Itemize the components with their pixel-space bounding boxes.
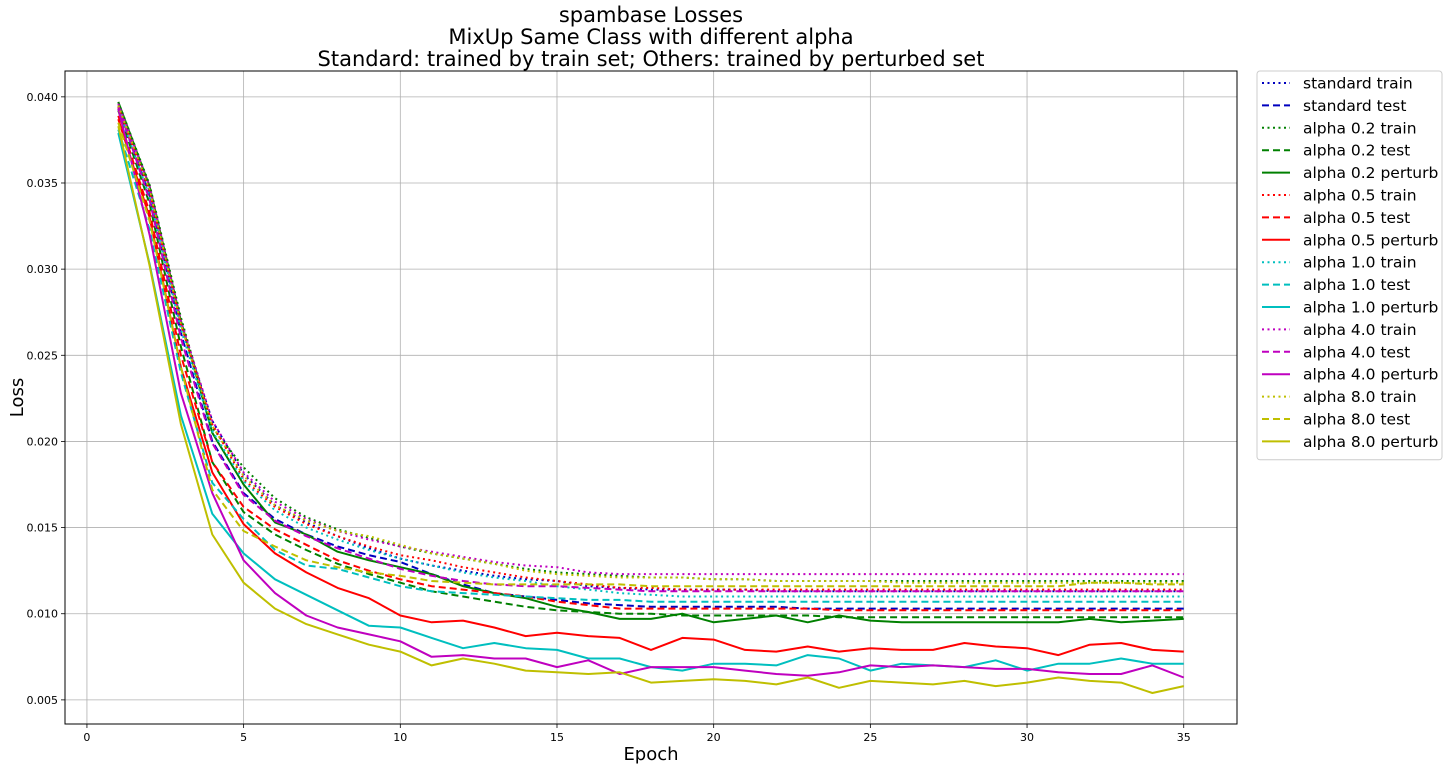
legend-entry: standard test [1303,97,1406,115]
x-tick-label: 5 [240,731,247,744]
x-tick-label: 15 [550,731,564,744]
series-line-alpha-0-5-test [117,115,1184,612]
series-line-alpha-4-0-train [117,103,1184,576]
y-tick-label: 0.020 [27,435,59,448]
series-line-alpha-1-0-test [117,129,1184,603]
series-line-alpha-8-0-test [117,122,1184,588]
legend-entry: alpha 0.2 train [1303,119,1417,137]
legend: standard train standard test alpha 0.2 tra… [1256,70,1443,461]
series-line-alpha-0-5-train [117,106,1184,591]
series-line-alpha-0-5-perturb [117,118,1184,657]
chart-title-line: Standard: trained by train set; Others: … [318,47,985,71]
legend-entry: alpha 1.0 perturb [1303,299,1438,317]
y-tick-label: 0.035 [27,177,59,190]
legend-entry: alpha 8.0 train [1303,388,1417,406]
x-tick-label: 25 [863,731,877,744]
y-axis-label: Loss [7,378,28,417]
legend-entry: alpha 8.0 test [1303,411,1410,429]
chart-title-line: MixUp Same Class with different alpha [448,25,853,49]
y-tick-label: 0.005 [27,694,59,707]
legend-entry: alpha 0.5 train [1303,187,1417,205]
x-tick-label: 35 [1177,731,1191,744]
x-tick-label: 20 [707,731,721,744]
y-tick-label: 0.010 [27,608,59,621]
legend-entry: alpha 1.0 test [1303,276,1410,294]
legend-entry: alpha 0.5 test [1303,209,1410,227]
plot-frame [64,70,1238,725]
x-tick-label: 0 [83,731,90,744]
legend-entry: alpha 4.0 test [1303,343,1410,361]
legend-entry: standard train [1303,75,1413,93]
series-line-alpha-8-0-perturb [117,125,1184,694]
axis-ticks: 0 5 10 15 20 25 30 35 0.005 0.010 0.015 0.020 0.025 0… [27,91,1191,744]
x-axis-label: Epoch [623,744,678,765]
series-line-alpha-4-0-perturb [117,108,1185,679]
series-line-alpha-0-2-train [117,101,1184,582]
legend-entry: alpha 4.0 perturb [1303,366,1438,384]
legend-entry: alpha 0.2 perturb [1303,164,1438,182]
legend-entry: alpha 0.5 perturb [1303,231,1438,249]
series-line-standard-train [117,105,1184,593]
legend-entry: alpha 0.2 test [1303,142,1410,160]
x-tick-label: 30 [1020,731,1034,744]
grid [65,71,1237,724]
series-line-alpha-0-2-test [117,110,1184,619]
y-tick-label: 0.030 [27,263,59,276]
plot-lines [117,101,1185,694]
legend-box [1256,70,1443,461]
y-tick-label: 0.025 [27,349,59,362]
series-line-standard-test [117,106,1184,610]
y-tick-label: 0.015 [27,522,59,535]
x-tick-label: 10 [393,731,407,744]
legend-entry: alpha 8.0 perturb [1303,433,1438,451]
series-line-alpha-8-0-train [117,105,1184,584]
chart-title-line: spambase Losses [559,3,743,27]
series-line-alpha-1-0-train [117,108,1184,598]
series-line-alpha-0-2-perturb [117,101,1184,624]
legend-entry: alpha 1.0 train [1303,254,1417,272]
series-line-alpha-4-0-test [117,105,1184,593]
legend-entry: alpha 4.0 train [1303,321,1417,339]
y-tick-label: 0.040 [27,91,59,104]
